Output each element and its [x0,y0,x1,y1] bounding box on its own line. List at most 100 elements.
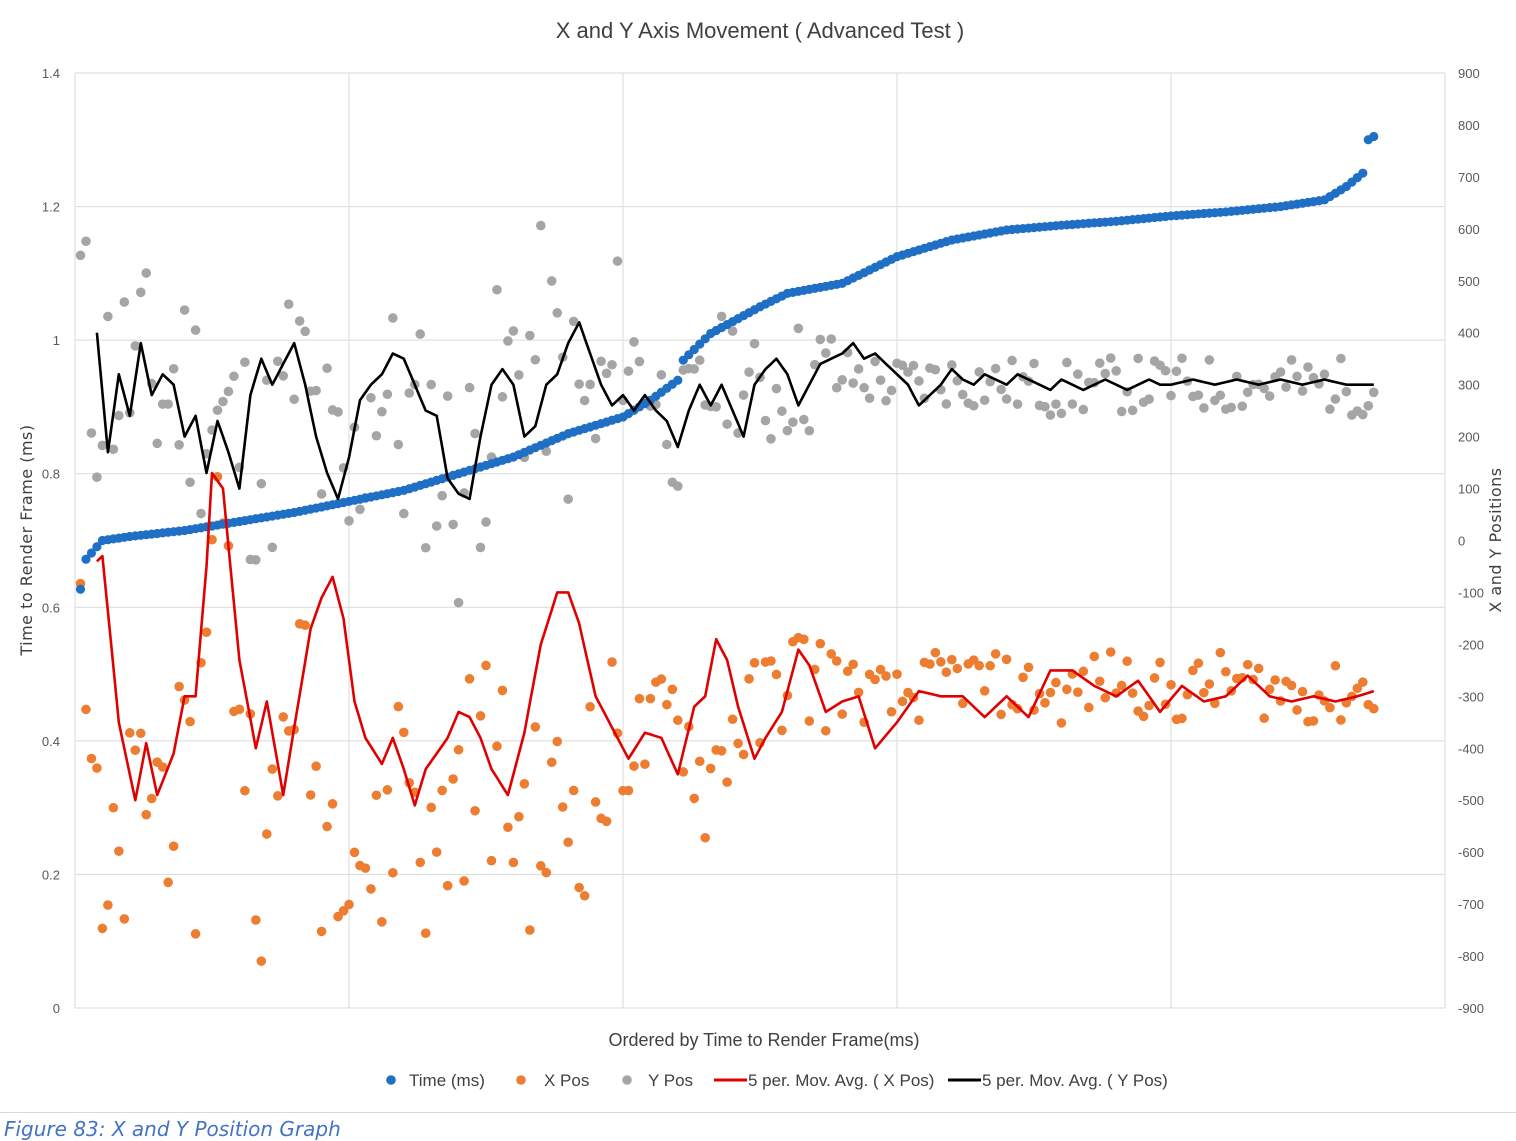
x-pos-point [130,745,141,755]
y-pos-point [1062,357,1072,368]
y-pos-point [1127,405,1138,416]
y-pos-point [1341,386,1352,397]
y-pos-point [1166,390,1176,401]
y-pos-point [536,220,546,231]
x-pos-point [673,715,683,726]
y-pos-point [601,368,612,379]
x-pos-point [492,741,502,752]
y-pos-point [103,311,113,322]
x-pos-point [1023,662,1034,673]
legend-x-avg-label: 5 per. Mov. Avg. ( X Pos) [748,1071,934,1090]
y-pos-point [1336,353,1346,364]
y-pos-point [788,417,798,427]
x-pos-point [546,757,557,768]
y2-tick-label: 100 [1458,482,1480,497]
y-pos-point [1275,367,1286,377]
x-pos-point [1040,698,1050,708]
y2-tick-label: -300 [1458,689,1484,704]
x-pos-point [1062,684,1072,695]
y-pos-point [574,379,584,389]
x-pos-point [941,667,952,678]
y-pos-point [799,414,809,425]
y-pos-point [563,494,573,504]
x-pos-point [366,884,376,894]
y-pos-point [163,399,173,409]
y-pos-point [251,555,261,565]
x-pos-point [503,822,513,833]
x-pos-point [1336,715,1346,725]
y-pos-point [738,390,749,400]
x-pos-point [678,767,689,777]
x-pos-point [837,709,847,719]
y-tick-label: 0.6 [42,600,60,615]
x-pos-point [1144,700,1154,711]
y-pos-point [141,268,152,278]
x-pos-point [481,660,491,671]
y-pos-point [530,354,541,365]
y-pos-point [947,360,957,370]
y-pos-point [1051,399,1061,409]
legend-time-label: Time (ms) [409,1071,485,1090]
y-pos-point [481,517,491,527]
x-pos-series [75,471,1379,966]
y2-tick-label: 0 [1458,534,1465,549]
x-pos-point [979,686,990,696]
y-pos-point [1001,394,1012,404]
y-pos-point [870,356,880,367]
x-pos-point [146,793,157,804]
x-pos-point [251,915,261,925]
x-pos-point [694,756,705,767]
x-pos-point [568,785,579,796]
x-pos-point [201,627,212,637]
y-pos-point [388,313,398,323]
y-pos-point [503,336,513,346]
y2-tick-label: 300 [1458,378,1480,393]
y2-tick-label: 700 [1458,170,1480,185]
y-pos-point [579,395,590,406]
x-pos-point [207,534,217,545]
right-axis-ticks: -900 -800 -700 -600 -500 -400 -300 -200 -100 0 100… [1458,66,1484,1016]
x-pos-point [766,656,776,666]
y-pos-point [108,444,119,455]
x-pos-point [1116,680,1127,691]
x-pos-point [985,660,995,671]
x-pos-point [256,956,267,966]
x-pos-point [853,687,864,698]
x-pos-point [552,736,563,747]
x-pos-point [431,847,442,857]
x-pos-point [464,674,475,684]
x-pos-point [1368,703,1379,714]
x-pos-point [360,863,371,873]
x-pos-point [870,674,880,685]
y-pos-point [135,287,146,298]
y-pos-point [1242,387,1253,398]
x-pos-point [727,714,738,725]
y-pos-point [1045,410,1056,420]
x-pos-point [234,704,245,715]
y-pos-series [75,220,1379,608]
x-pos-point [875,664,886,675]
y2-tick-label: -800 [1458,949,1484,964]
y-pos-point [1319,369,1330,380]
y-pos-point [875,375,886,385]
x-pos-point [557,802,568,812]
x-pos-point [1352,683,1363,694]
y-pos-point [1193,390,1204,400]
y-pos-point [596,356,606,367]
y-pos-point [1286,355,1297,365]
x-pos-point [563,837,573,848]
y-pos-point [634,356,645,367]
y-pos-point [453,597,464,608]
y-pos-point [979,395,990,405]
y-pos-point [886,385,897,396]
x-pos-point [1078,666,1089,677]
legend-y-pos-label: Y Pos [648,1071,693,1090]
y-pos-point [546,276,557,286]
y2-tick-label: 500 [1458,274,1480,289]
time-point [1369,131,1379,142]
x-pos-point [135,728,146,739]
y-pos-point [881,395,891,406]
y-pos-point [716,311,727,322]
y-pos-point [1325,404,1335,415]
y-pos-point [1330,394,1341,404]
